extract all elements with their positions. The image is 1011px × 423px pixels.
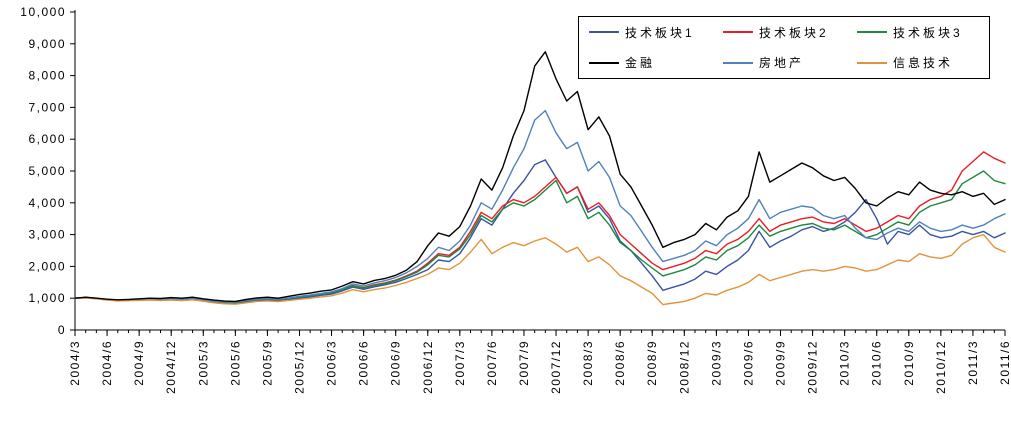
x-tick-label: 2007/6	[485, 340, 499, 386]
x-tick-label: 2007/9	[517, 340, 531, 386]
x-tick-label: 2006/9	[389, 340, 403, 386]
legend-item-tech1: 技术板块1	[579, 17, 713, 48]
x-tick-label: 2009/9	[774, 340, 788, 386]
y-tick-label: 1,000	[28, 291, 66, 305]
series-line-金融	[74, 51, 1006, 303]
series-line-房地产	[74, 109, 1006, 303]
x-tick-label: 2009/12	[806, 340, 820, 394]
y-tick-label: 4,000	[28, 196, 66, 210]
legend-item-tech3: 技术板块3	[847, 17, 981, 48]
legend-line-tech3	[857, 31, 887, 34]
x-tick-label: 2004/12	[164, 340, 178, 394]
y-tick-label: 2,000	[28, 259, 66, 273]
legend-line-tech2	[723, 31, 753, 34]
legend-item-it: 信息技术	[847, 48, 981, 79]
x-tick-label: 2008/6	[613, 340, 627, 386]
y-tick-label: 0	[58, 323, 66, 337]
x-tick-label: 2010/12	[934, 340, 948, 394]
series-line-技术板块2	[74, 151, 1006, 304]
legend-line-tech1	[589, 31, 619, 34]
x-tick-label: 2010/6	[870, 340, 884, 386]
x-tick-label: 2010/3	[838, 340, 852, 386]
x-tick-label: 2006/6	[357, 340, 371, 386]
x-tick-label: 2006/3	[325, 340, 339, 386]
legend-label-finance: 金融	[625, 56, 656, 71]
legend-item-tech2: 技术板块2	[713, 17, 847, 48]
x-tick-label: 2004/3	[68, 340, 82, 386]
y-tick-label: 6,000	[28, 132, 66, 146]
x-tick-label: 2011/3	[966, 340, 980, 385]
x-tick-label: 2005/12	[292, 340, 306, 394]
series-line-信息技术	[74, 233, 1006, 306]
legend-label-tech1: 技术板块1	[625, 25, 695, 40]
x-tick-label: 2008/3	[581, 340, 595, 386]
x-tick-label: 2006/12	[421, 340, 435, 394]
legend-label-tech2: 技术板块2	[759, 25, 829, 40]
x-tick-label: 2005/6	[228, 340, 242, 386]
legend-label-realestate: 房地产	[759, 56, 805, 71]
legend-item-realestate: 房地产	[713, 48, 847, 79]
legend-line-it	[857, 61, 887, 64]
x-tick-label: 2004/9	[132, 340, 146, 386]
x-tick-label: 2005/9	[260, 340, 274, 386]
y-tick-label: 9,000	[28, 37, 66, 51]
x-tick-label: 2005/3	[196, 340, 210, 386]
y-tick-label: 8,000	[28, 69, 66, 83]
legend-label-tech3: 技术板块3	[893, 25, 963, 40]
legend-line-finance	[589, 61, 619, 64]
legend: 技术板块1 技术板块2 技术板块3 金融 房地产 信息技术	[578, 16, 990, 79]
x-tick-label: 2004/6	[100, 340, 114, 386]
x-tick-label: 2010/9	[902, 340, 916, 386]
y-tick-label: 7,000	[28, 100, 66, 114]
x-tick-label: 2009/6	[741, 340, 755, 386]
x-tick-label: 2008/12	[677, 340, 691, 394]
legend-item-finance: 金融	[579, 48, 713, 79]
legend-line-realestate	[723, 61, 753, 64]
x-tick-label: 2011/6	[998, 340, 1011, 385]
y-tick-label: 10,000	[20, 5, 66, 19]
x-tick-label: 2008/9	[645, 340, 659, 386]
x-tick-label: 2009/3	[709, 340, 723, 386]
x-tick-label: 2007/12	[549, 340, 563, 394]
y-tick-label: 5,000	[28, 164, 66, 178]
legend-label-it: 信息技术	[893, 56, 954, 71]
y-tick-label: 3,000	[28, 228, 66, 242]
x-tick-label: 2007/3	[453, 340, 467, 386]
